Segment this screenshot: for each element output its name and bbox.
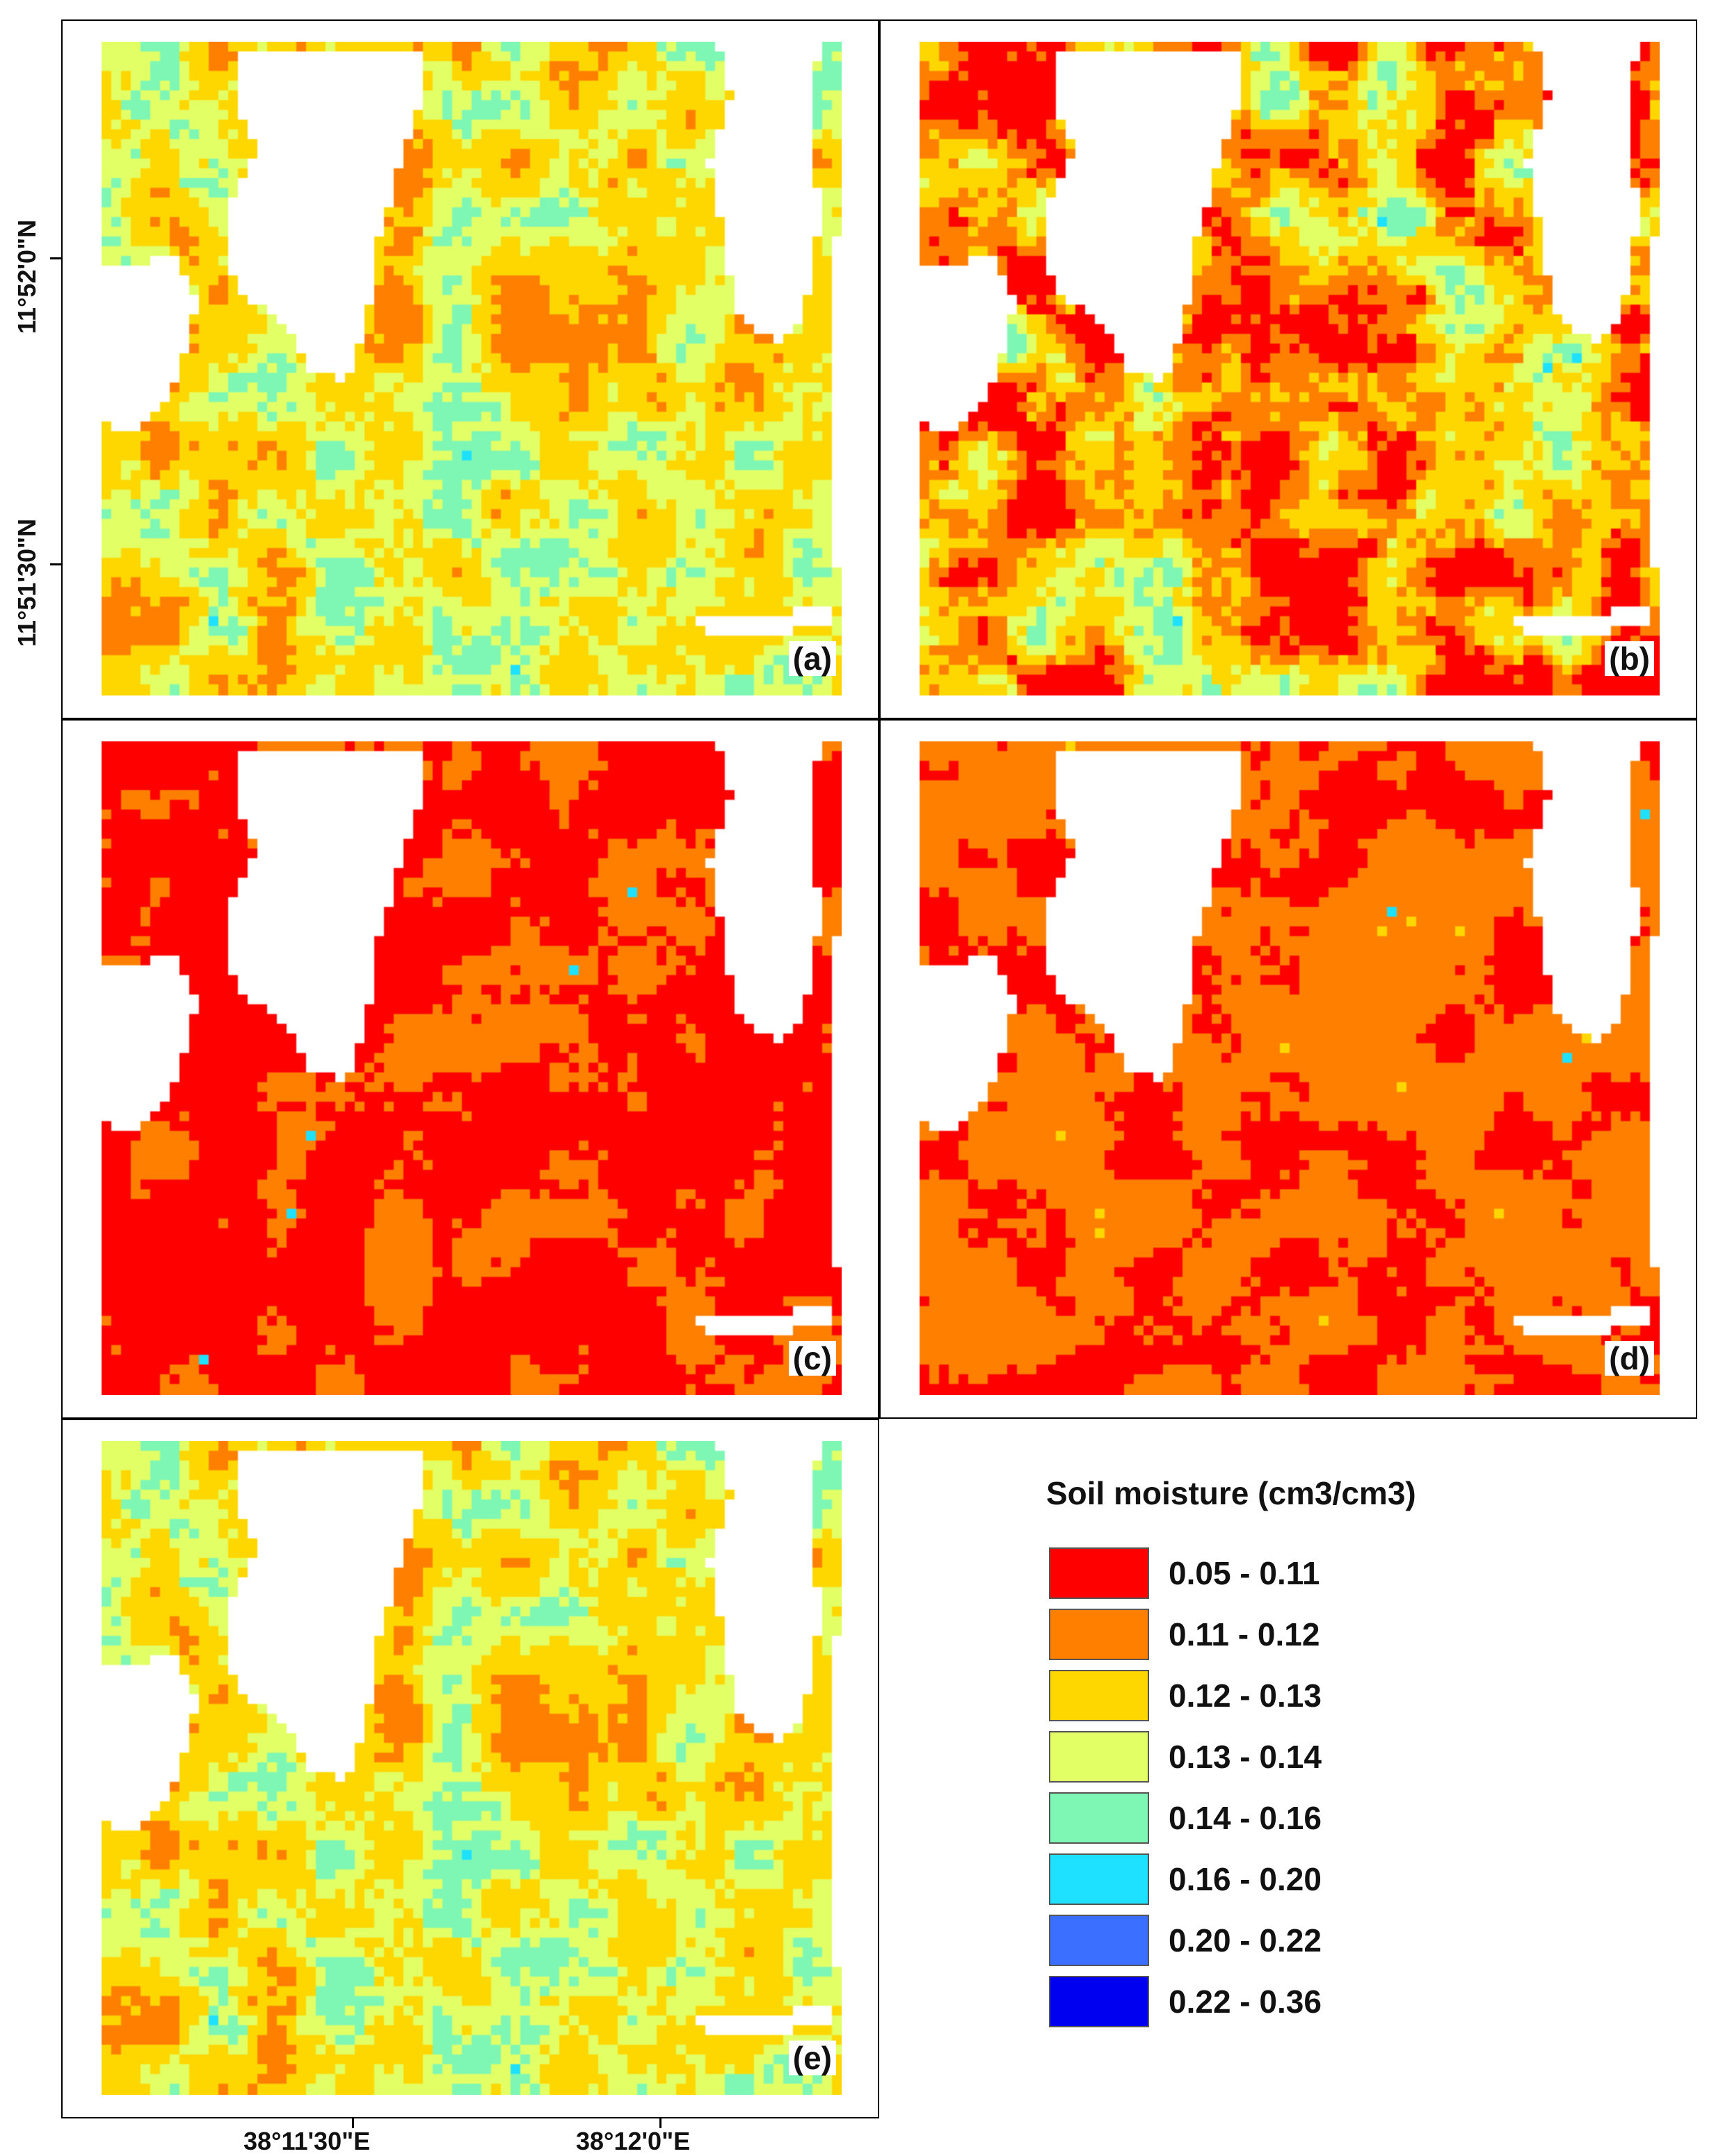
latitude-tick <box>50 563 61 565</box>
panel-label-d: (d) <box>1605 1341 1654 1376</box>
legend-item: 0.11 - 0.12 <box>1049 1604 1662 1665</box>
panel-label-c: (c) <box>788 1341 836 1376</box>
legend-item: 0.13 - 0.14 <box>1049 1726 1662 1787</box>
soil-moisture-map-e <box>102 1441 842 2095</box>
legend-swatch <box>1049 1731 1149 1783</box>
legend-item: 0.05 - 0.11 <box>1049 1543 1662 1604</box>
legend-swatch <box>1049 1547 1149 1599</box>
legend-item: 0.12 - 0.13 <box>1049 1665 1662 1726</box>
map-panel-b: (b) <box>879 19 1697 719</box>
legend-item: 0.14 - 0.16 <box>1049 1787 1662 1849</box>
latitude-label-2: 11°51'30"N <box>13 518 41 647</box>
panel-label-e: (e) <box>788 2041 836 2075</box>
latitude-tick <box>50 257 61 259</box>
latitude-label-1: 11°52'0"N <box>13 219 41 334</box>
legend-item-label: 0.14 - 0.16 <box>1169 1800 1322 1836</box>
legend-item-label: 0.22 - 0.36 <box>1169 1984 1322 2020</box>
legend-item-label: 0.12 - 0.13 <box>1169 1678 1322 1714</box>
longitude-tick <box>659 2118 661 2128</box>
soil-moisture-map-a <box>102 42 842 695</box>
legend-item-label: 0.16 - 0.20 <box>1169 1861 1322 1897</box>
map-panel-c: (c) <box>61 719 879 1419</box>
legend-item: 0.22 - 0.36 <box>1049 1971 1662 2032</box>
legend-swatch <box>1049 1609 1149 1660</box>
legend-swatch <box>1049 1853 1149 1905</box>
legend-swatch <box>1049 1976 1149 2027</box>
legend: Soil moisture (cm3/cm3) 0.05 - 0.11 0.11… <box>1036 1474 1662 2032</box>
legend-item-label: 0.05 - 0.11 <box>1169 1555 1320 1591</box>
soil-moisture-map-b <box>920 42 1660 695</box>
legend-item: 0.16 - 0.20 <box>1049 1849 1662 1910</box>
map-panel-d: (d) <box>879 719 1697 1419</box>
legend-swatch <box>1049 1670 1149 1721</box>
legend-item-label: 0.20 - 0.22 <box>1169 1922 1322 1958</box>
legend-swatch <box>1049 1792 1149 1844</box>
longitude-label-1: 38°11'30"E <box>243 2127 371 2155</box>
longitude-label-2: 38°12'0"E <box>576 2127 691 2155</box>
map-panel-a: (a) <box>61 19 879 719</box>
map-panel-e: (e) <box>61 1419 879 2118</box>
soil-moisture-map-c <box>102 741 842 1395</box>
panel-label-b: (b) <box>1605 641 1654 676</box>
legend-title: Soil moisture (cm3/cm3) <box>1046 1475 1416 1511</box>
soil-moisture-map-d <box>920 741 1660 1395</box>
legend-item: 0.20 - 0.22 <box>1049 1910 1662 1971</box>
panel-label-a: (a) <box>788 641 836 676</box>
legend-item-label: 0.11 - 0.12 <box>1169 1616 1320 1652</box>
legend-swatch <box>1049 1915 1149 1966</box>
longitude-tick <box>352 2118 354 2128</box>
legend-item-label: 0.13 - 0.14 <box>1169 1739 1322 1775</box>
